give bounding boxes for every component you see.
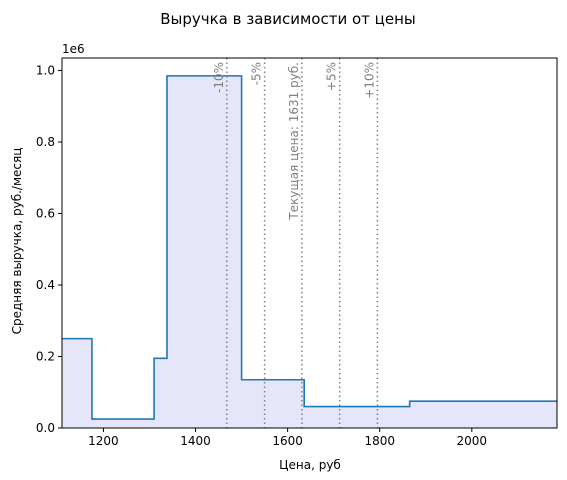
reference-line-label: +5% — [325, 62, 339, 91]
x-tick-label: 1200 — [88, 434, 119, 448]
x-axis-label: Цена, руб — [279, 458, 341, 472]
reference-line-label: -5% — [250, 62, 264, 85]
x-tick-label: 1400 — [180, 434, 211, 448]
x-tick-label: 1600 — [272, 434, 303, 448]
y-axis-offset-text: 1e6 — [62, 42, 85, 56]
x-tick-label: 2000 — [457, 434, 488, 448]
reference-line-label: Текущая цена: 1631 руб. — [287, 62, 301, 221]
reference-line-label: +10% — [362, 62, 376, 99]
revenue-area-fill — [62, 75, 557, 429]
x-tick-label: 1800 — [364, 434, 395, 448]
y-tick-label: 0.2 — [36, 350, 55, 364]
y-tick-label: 0.0 — [36, 421, 55, 435]
y-tick-label: 0.6 — [36, 207, 55, 221]
chart-title: Выручка в зависимости от цены — [160, 10, 416, 28]
reference-line-label: -10% — [212, 62, 226, 93]
reference-lines: -10% -5% Текущая цена: 1631 руб. +5% +10% — [212, 58, 379, 428]
y-tick-label: 0.8 — [36, 135, 55, 149]
axes-frame — [61, 57, 558, 429]
revenue-step-line — [62, 75, 557, 420]
axes: 1200 1400 1600 1800 2000 0.0 0.2 0.4 0.6 0.8 1.0 — [36, 57, 558, 448]
y-tick-label: 0.4 — [36, 278, 55, 292]
plot-area — [62, 75, 557, 429]
y-tick-label: 1.0 — [36, 64, 55, 78]
y-axis-label: Средняя выручка, руб./месяц — [10, 148, 24, 335]
